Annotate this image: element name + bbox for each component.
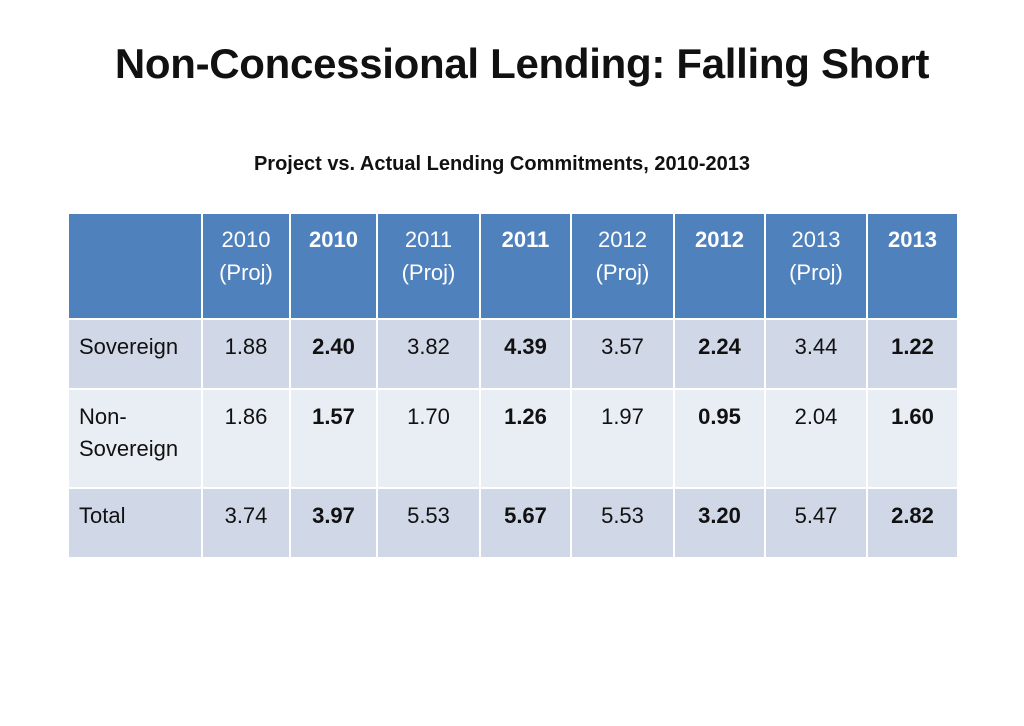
header-year: 2013	[888, 227, 937, 252]
header-sub: (Proj)	[219, 260, 273, 285]
table-cell: 1.70	[376, 388, 481, 489]
table-cell: 1.86	[201, 388, 291, 489]
row-label-line: Non-	[79, 404, 127, 429]
table-cell: 1.97	[570, 388, 675, 489]
table-cell: 1.60	[866, 388, 959, 489]
table-cell: 3.74	[201, 487, 291, 559]
row-label: Sovereign	[67, 318, 203, 390]
table-row-total: Total 3.74 3.97 5.53 5.67 5.53 3.20 5.47…	[67, 487, 959, 559]
table-cell: 3.97	[289, 487, 378, 559]
table-cell: 0.95	[673, 388, 766, 489]
table-cell: 1.57	[289, 388, 378, 489]
table-cell: 5.67	[479, 487, 572, 559]
header-year: 2012	[598, 227, 647, 252]
table-cell: 1.88	[201, 318, 291, 390]
header-year: 2011	[404, 227, 453, 252]
header-2012-proj: 2012 (Proj)	[570, 212, 675, 320]
header-year: 2011	[501, 227, 550, 252]
slide-title: Non-Concessional Lending: Falling Short	[114, 40, 930, 87]
table-cell: 1.22	[866, 318, 959, 390]
header-year: 2010	[221, 227, 271, 252]
table-cell: 3.57	[570, 318, 675, 390]
header-sub: (Proj)	[789, 260, 843, 285]
header-sub: (Proj)	[595, 260, 650, 285]
header-sub: (Proj)	[401, 260, 456, 285]
header-2011-actual: 2011	[479, 212, 572, 320]
row-label: Non- Sovereign	[67, 388, 203, 489]
lending-commitments-table: 2010 (Proj) 2010 2011 (Proj) 2011 2012 (…	[67, 212, 959, 559]
header-2013-actual: 2013	[866, 212, 959, 320]
table-caption: Project vs. Actual Lending Commitments, …	[253, 153, 751, 175]
header-corner-cell	[67, 212, 203, 320]
table-cell: 2.82	[866, 487, 959, 559]
table-row-non-sovereign: Non- Sovereign 1.86 1.57 1.70 1.26 1.97 …	[67, 388, 959, 489]
table-cell: 2.04	[764, 388, 868, 489]
header-year: 2010	[309, 227, 358, 252]
table-cell: 2.24	[673, 318, 766, 390]
table-cell: 5.53	[570, 487, 675, 559]
table-cell: 5.53	[376, 487, 481, 559]
header-year: 2012	[695, 227, 744, 252]
row-label-line: Sovereign	[79, 436, 179, 461]
table-cell: 4.39	[479, 318, 572, 390]
table-cell: 3.20	[673, 487, 766, 559]
table-cell: 3.44	[764, 318, 868, 390]
header-2011-proj: 2011 (Proj)	[376, 212, 481, 320]
header-2010-actual: 2010	[289, 212, 378, 320]
header-year: 2013	[791, 227, 841, 252]
table-cell: 3.82	[376, 318, 481, 390]
table-header-row: 2010 (Proj) 2010 2011 (Proj) 2011 2012 (…	[67, 212, 959, 320]
table-cell: 2.40	[289, 318, 378, 390]
table-cell: 1.26	[479, 388, 572, 489]
table-cell: 5.47	[764, 487, 868, 559]
header-2012-actual: 2012	[673, 212, 766, 320]
header-2013-proj: 2013 (Proj)	[764, 212, 868, 320]
row-label: Total	[67, 487, 203, 559]
header-2010-proj: 2010 (Proj)	[201, 212, 291, 320]
table-row-sovereign: Sovereign 1.88 2.40 3.82 4.39 3.57 2.24 …	[67, 318, 959, 390]
